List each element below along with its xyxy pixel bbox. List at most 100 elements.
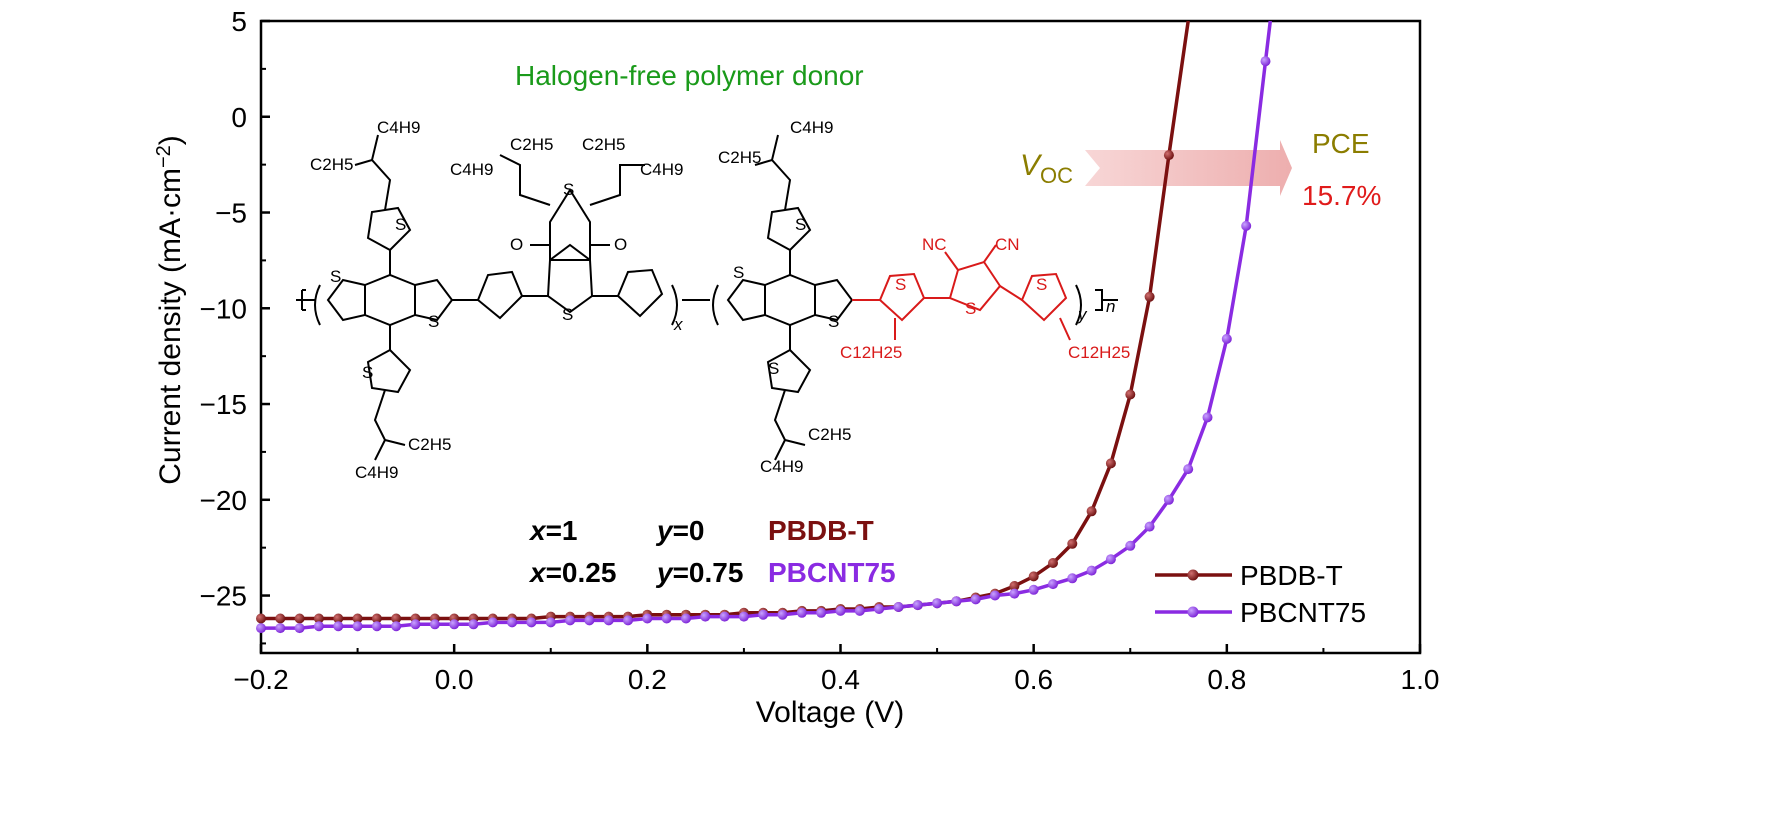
label-c2h5-6: C2H5: [808, 425, 851, 444]
label-sub-y: y: [1077, 305, 1088, 324]
data-point-pbcnt75: [275, 623, 286, 634]
legend-marker-pbcnt75: [1187, 606, 1199, 618]
data-point-pbcnt75: [1086, 565, 1097, 576]
data-point-pbdb-t: [1067, 538, 1078, 549]
data-point-pbdb-t: [1144, 291, 1155, 302]
data-point-pbcnt75: [970, 594, 981, 605]
label-c12h25-1: C12H25: [840, 343, 902, 362]
link-6: [999, 285, 1023, 301]
data-point-pbcnt75: [1067, 573, 1078, 584]
x-tick-label: 0.2: [628, 664, 667, 695]
paren-left-1: [314, 284, 321, 326]
data-point-pbcnt75: [642, 613, 653, 624]
label-s-red-3: S: [1036, 275, 1047, 294]
y-tick-label: −25: [200, 581, 248, 612]
bracket-right: [1095, 289, 1118, 311]
y-tick-label: −15: [200, 389, 248, 420]
y-axis-title-main: Current density (mA·cm: [154, 168, 187, 485]
alkyl-up-1: [354, 134, 392, 211]
data-point-pbcnt75: [700, 611, 711, 622]
paren-right-2: [1075, 284, 1082, 326]
bdt-thiophene-1a: [326, 278, 366, 322]
voc-pce-arrow: [1085, 140, 1292, 196]
data-point-pbcnt75: [603, 615, 614, 626]
bdt-thiophene-2a: [726, 278, 766, 322]
data-point-pbdb-t: [371, 613, 382, 624]
data-point-pbcnt75: [487, 617, 498, 628]
x-tick-label: 0.0: [435, 664, 474, 695]
label-c2h5-1: C2H5: [310, 155, 353, 174]
data-point-pbcnt75: [932, 598, 943, 609]
label-s-9: S: [828, 312, 839, 331]
data-point-pbdb-t: [1125, 389, 1136, 400]
data-point-pbcnt75: [893, 602, 904, 612]
x-tick-label: −0.2: [233, 664, 288, 695]
cn-alkyl-right: [1059, 317, 1071, 341]
label-c2h5-2: C2H5: [408, 435, 451, 454]
voc-label-sub: OC: [1040, 163, 1073, 188]
data-point-pbdb-t: [313, 613, 324, 624]
label-s-10: S: [768, 359, 779, 378]
data-point-pbcnt75: [681, 613, 691, 624]
label-c2h5-4: C2H5: [582, 135, 625, 154]
pce-label: PCE: [1312, 128, 1370, 159]
row1-y: y: [655, 515, 674, 546]
data-point-pbcnt75: [294, 623, 305, 634]
data-point-pbcnt75: [449, 619, 460, 630]
x-axis: −0.2 0.0 0.2 0.4 0.6 0.8 1.0: [233, 644, 1439, 695]
svg-text:y=0: y=0: [655, 515, 705, 546]
label-s-7: S: [795, 215, 806, 234]
data-point-pbdb-t: [352, 613, 363, 624]
data-point-pbcnt75: [1105, 554, 1116, 565]
cn-groups: [944, 244, 997, 271]
label-sub-x: x: [673, 315, 683, 334]
data-point-pbcnt75: [1241, 220, 1252, 231]
alkyl-down-1: [373, 389, 406, 461]
data-point-pbcnt75: [468, 619, 479, 630]
paren-left-2: [712, 284, 719, 326]
x-tick-label: 0.4: [821, 664, 860, 695]
bdd-thiophene-top: [549, 188, 591, 261]
row1-x: x: [528, 515, 547, 546]
label-c4h9-1: C4H9: [377, 118, 420, 137]
svg-text:x=1: x=1: [528, 515, 578, 546]
y-axis-title-sup: −2: [153, 145, 175, 168]
pce-value: 15.7%: [1302, 180, 1381, 211]
label-c4h9-3: C4H9: [450, 160, 493, 179]
data-point-pbcnt75: [410, 619, 421, 630]
label-s-5: S: [563, 180, 574, 199]
label-s-8: S: [733, 263, 744, 282]
data-point-pbcnt75: [1260, 56, 1271, 67]
svg-text:x=0.25: x=0.25: [528, 557, 616, 588]
cn-thiophene-left: [878, 272, 926, 322]
data-point-pbdb-t: [1048, 558, 1058, 568]
series-line-pbcnt75: [261, 20, 1273, 630]
data-point-pbcnt75: [661, 613, 672, 624]
label-s-4: S: [362, 363, 373, 382]
data-point-pbdb-t: [391, 613, 402, 624]
label-c2h5-5: C2H5: [718, 148, 761, 167]
y-tick-label: −20: [200, 485, 248, 516]
row2-y: y: [655, 557, 674, 588]
series-layer: [256, 20, 1273, 634]
label-s-1: S: [395, 215, 406, 234]
data-point-pbcnt75: [507, 617, 518, 628]
bdd-alkyl: [499, 154, 645, 206]
alkyl-down-2: [773, 389, 806, 461]
row2-x-val: =0.25: [546, 557, 617, 588]
data-point-pbcnt75: [758, 609, 769, 620]
data-point-pbcnt75: [912, 600, 923, 611]
label-nc: NC: [922, 235, 947, 254]
label-s-red-2: S: [965, 299, 976, 318]
row1-y-val: =0: [673, 515, 705, 546]
data-point-pbcnt75: [1048, 579, 1058, 590]
label-cn: CN: [995, 235, 1020, 254]
composition-row-2: x=0.25 y=0.75 PBCNT75: [528, 557, 896, 588]
data-point-pbdb-t: [1009, 581, 1020, 591]
legend-label-pbcnt75: PBCNT75: [1240, 597, 1366, 628]
data-point-pbdb-t: [333, 613, 344, 624]
x-tick-label: 0.8: [1207, 664, 1246, 695]
data-point-pbcnt75: [1202, 412, 1213, 423]
label-s-3: S: [428, 312, 439, 331]
